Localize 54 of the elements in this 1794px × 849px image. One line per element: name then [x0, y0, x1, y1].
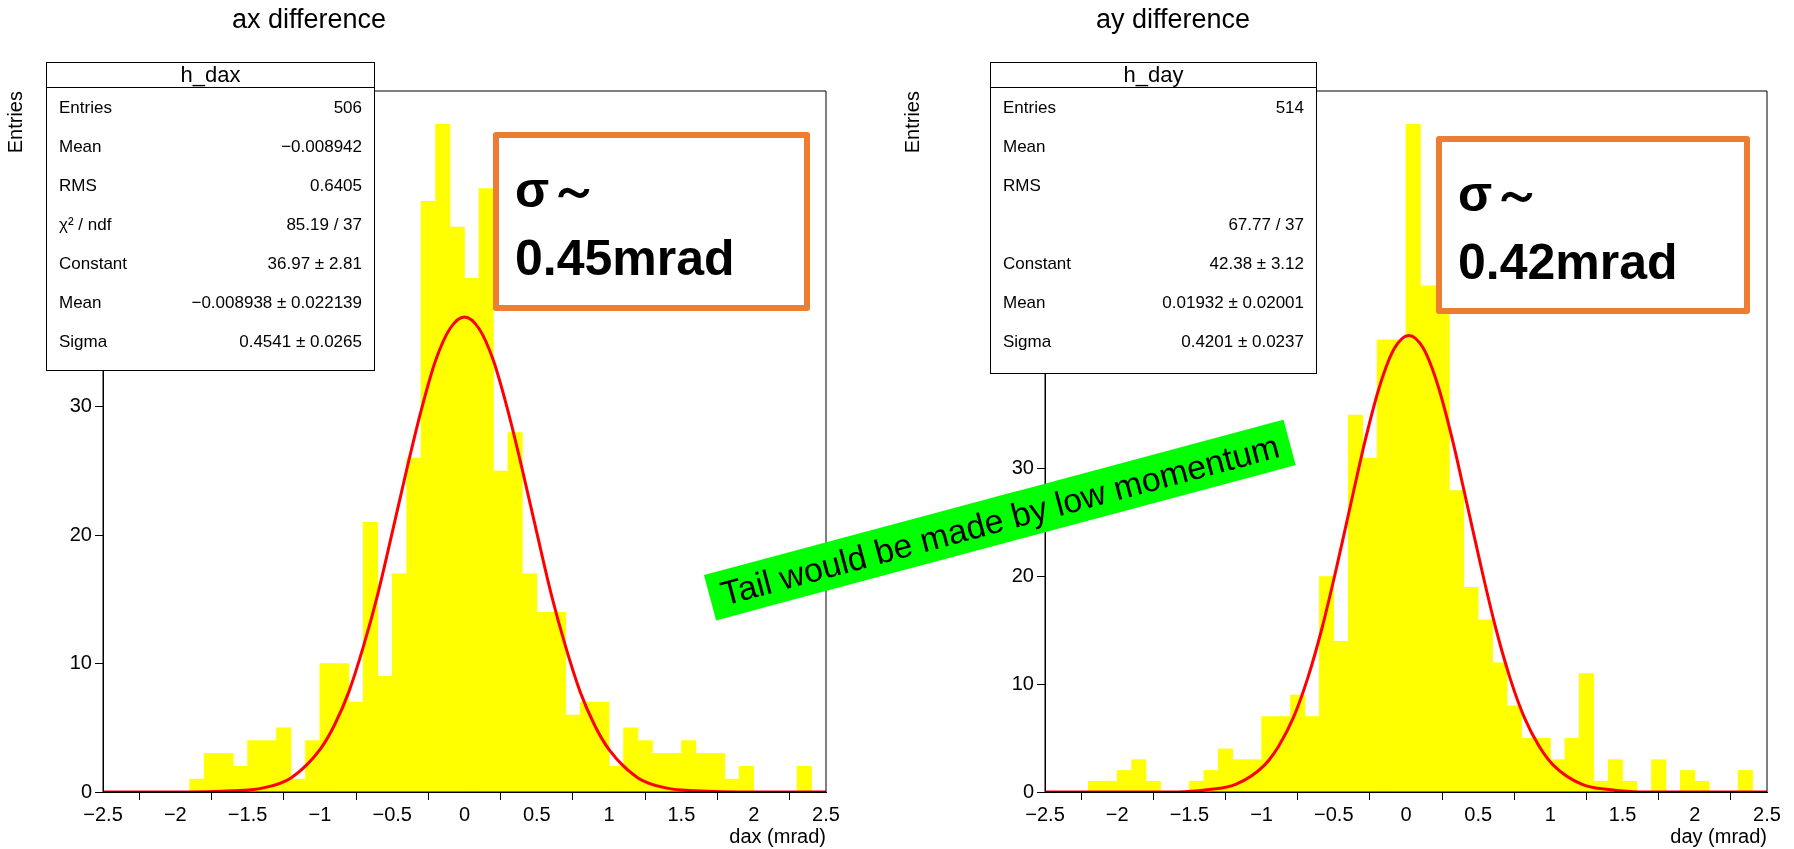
x-tick-label: 2 — [748, 802, 760, 825]
x-tick-label: 0 — [1400, 802, 1412, 825]
y-tick-label: 10 — [69, 651, 92, 674]
x-tick-label: −1.5 — [1169, 802, 1210, 825]
text: Constant 36.97 ± 2.81 — [59, 253, 362, 273]
y-axis-title: Entries — [3, 91, 26, 154]
x-tick-label: −2 — [163, 802, 187, 825]
text: Entries 514 — [1003, 97, 1304, 117]
x-tick-label: −2.5 — [1025, 802, 1065, 825]
annotation: σ～ 0.42mrad — [1436, 136, 1750, 314]
text: χ² / ndf 85.19 / 37 — [59, 214, 362, 234]
x-axis-title: dax (mrad) — [729, 824, 826, 847]
y-tick-label: 20 — [69, 522, 92, 545]
text: Mean −0.008942 — [59, 136, 362, 156]
x-tick-label: 0.5 — [522, 802, 551, 825]
text: Mean 0.01932 ± 0.02001 — [1003, 292, 1304, 312]
x-tick-label: 1 — [603, 802, 615, 825]
annotation: Mean — [1003, 136, 1046, 157]
y-tick-label: 0 — [80, 779, 92, 802]
x-tick-label: 2 — [1689, 802, 1701, 825]
annotation: σ～ 0.45mrad — [493, 132, 810, 311]
x-tick-label: −2 — [1105, 802, 1129, 825]
x-tick-label: 1.5 — [667, 802, 696, 825]
x-tick-label: 1 — [1544, 802, 1556, 825]
x-tick-label: −2.5 — [83, 802, 123, 825]
text: RMS — [1003, 175, 1041, 196]
y-tick-label: 10 — [1011, 671, 1034, 694]
text: RMS 0.6405 — [59, 175, 362, 195]
x-tick-label: 0.5 — [1464, 802, 1493, 825]
y-tick-label: 30 — [69, 394, 92, 417]
x-tick-label: −1 — [308, 802, 332, 825]
text: h_day — [991, 62, 1316, 88]
y-tick-label: 0 — [1022, 779, 1034, 802]
text: Entries 506 — [59, 97, 362, 117]
text: Constant 42.38 ± 3.12 — [1003, 253, 1304, 273]
x-tick-label: 2.5 — [812, 802, 840, 825]
annotation: 67.77 / 37 — [1228, 214, 1304, 235]
x-tick-label: 2.5 — [1753, 802, 1781, 825]
text: h_dax — [47, 62, 374, 88]
x-tick-label: −0.5 — [372, 802, 412, 825]
text: Sigma 0.4201 ± 0.0237 — [1003, 331, 1304, 351]
x-tick-label: 1.5 — [1608, 802, 1637, 825]
y-tick-label: 30 — [1011, 456, 1034, 479]
chart-title: ay difference — [1094, 4, 1252, 35]
y-tick-label: 20 — [1011, 564, 1034, 587]
text: Sigma 0.4541 ± 0.0265 — [59, 331, 362, 351]
x-tick-label: −1 — [1250, 802, 1274, 825]
y-axis-title: Entries — [900, 91, 923, 154]
x-tick-label: −1.5 — [227, 802, 268, 825]
x-tick-label: 0 — [458, 802, 471, 825]
x-tick-label: −0.5 — [1314, 802, 1354, 825]
text: Mean −0.008938 ± 0.022139 — [59, 292, 362, 312]
x-axis-title: day (mrad) — [1670, 824, 1767, 847]
chart-title: ax difference — [230, 4, 388, 35]
